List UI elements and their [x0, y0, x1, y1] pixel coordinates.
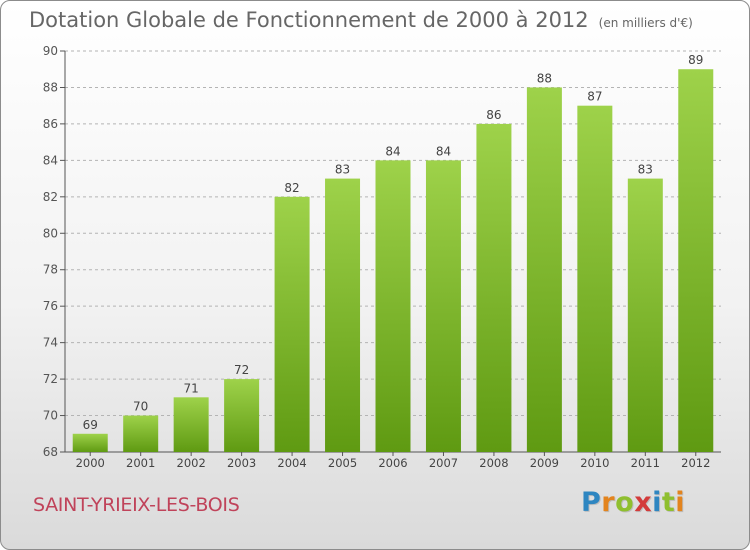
y-tick-label: 74: [43, 336, 58, 350]
bar-2000: [72, 433, 108, 452]
y-tick-label: 70: [43, 409, 58, 423]
y-tick-label: 84: [43, 153, 58, 167]
value-label: 88: [537, 71, 552, 85]
logo-letter: r: [601, 487, 616, 518]
x-tick-label: 2010: [580, 456, 609, 470]
bar-2012: [678, 69, 714, 453]
x-tick-label: 2001: [126, 456, 155, 470]
bar-2007: [425, 160, 461, 452]
x-tick-label: 2000: [76, 456, 105, 470]
bar-2010: [577, 105, 613, 452]
y-tick-label: 76: [43, 299, 58, 313]
bar-2001: [123, 415, 159, 452]
logo-letter: x: [634, 487, 653, 518]
labels: 68 70 72 74 76 78 80 82 84 86 88 90 69 2000 70 2001 71 20…: [43, 44, 711, 470]
bar-2002: [173, 397, 209, 452]
bars: [72, 69, 714, 453]
proxiti-logo[interactable]: Proxiti: [581, 487, 685, 518]
bar-2006: [375, 160, 411, 452]
y-tick-label: 78: [43, 263, 58, 277]
value-label: 89: [688, 53, 703, 67]
value-label: 83: [638, 163, 653, 177]
x-tick-label: 2009: [530, 456, 559, 470]
bar-2009: [526, 87, 562, 453]
y-tick-label: 68: [43, 445, 58, 459]
y-tick-label: 86: [43, 117, 58, 131]
bar-2011: [627, 178, 663, 452]
logo-letter: i: [652, 487, 662, 518]
value-label: 87: [587, 90, 602, 104]
value-label: 69: [83, 418, 98, 432]
x-tick-label: 2005: [328, 456, 357, 470]
logo-letter: i: [675, 487, 686, 518]
bar-2004: [274, 196, 310, 452]
value-label: 70: [133, 400, 148, 414]
value-label: 86: [486, 108, 501, 122]
unit-note: (en milliers d'€): [598, 16, 693, 30]
commune-name: SAINT-YRIEIX-LES-BOIS: [33, 494, 240, 516]
x-tick-label: 2008: [479, 456, 508, 470]
x-tick-label: 2006: [378, 456, 407, 470]
chart-title-text: Dotation Globale de Fonctionnement de 20…: [29, 8, 589, 32]
x-tick-label: 2011: [631, 456, 660, 470]
y-tick-label: 88: [43, 80, 58, 94]
bar-2008: [476, 123, 512, 452]
x-tick-label: 2002: [177, 456, 206, 470]
x-tick-label: 2004: [277, 456, 306, 470]
bar-2003: [224, 379, 260, 452]
y-tick-label: 72: [43, 372, 58, 386]
logo-letter: t: [661, 487, 676, 518]
logo-letter: o: [615, 487, 635, 518]
bar-2005: [325, 178, 361, 452]
value-label: 82: [284, 181, 299, 195]
chart-title: Dotation Globale de Fonctionnement de 20…: [29, 8, 693, 32]
x-tick-label: 2003: [227, 456, 256, 470]
value-label: 72: [234, 363, 249, 377]
value-label: 83: [335, 163, 350, 177]
y-tick-label: 90: [43, 44, 58, 58]
logo-letter: P: [581, 487, 602, 518]
y-tick-label: 82: [43, 190, 58, 204]
x-tick-label: 2012: [681, 456, 710, 470]
value-label: 71: [184, 381, 199, 395]
x-tick-label: 2007: [429, 456, 458, 470]
value-label: 84: [436, 144, 451, 158]
value-label: 84: [385, 144, 400, 158]
y-tick-label: 80: [43, 226, 58, 240]
